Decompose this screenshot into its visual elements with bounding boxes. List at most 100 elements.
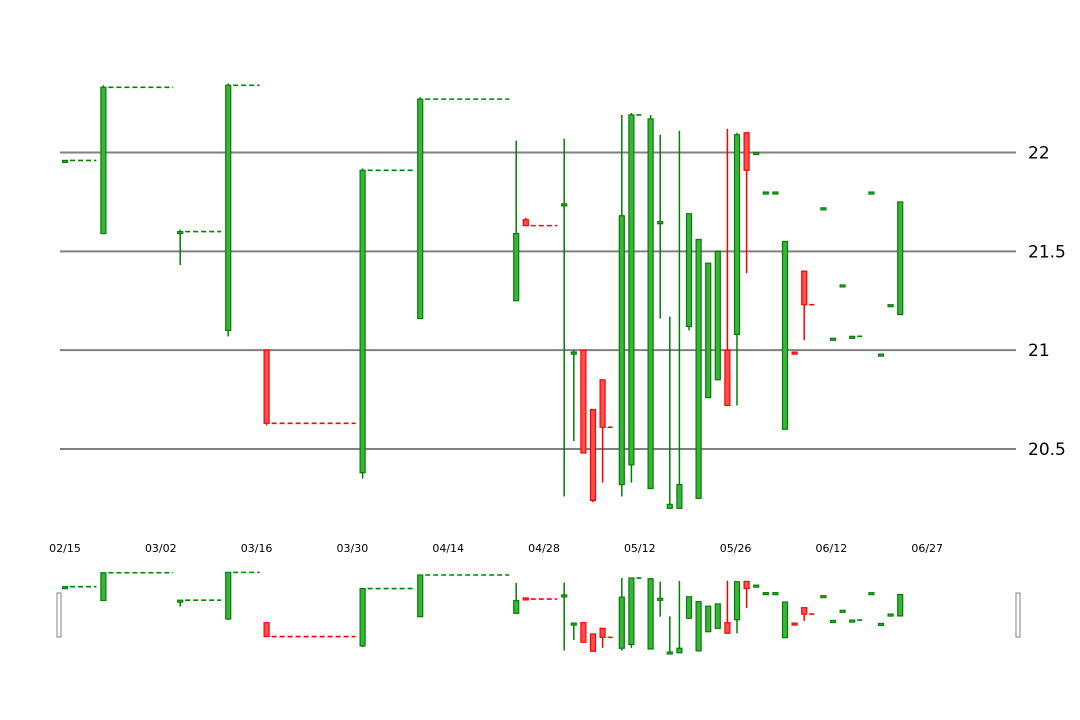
candle-body [791,351,798,355]
navigator-candle [570,622,577,640]
navigator-candle [61,585,97,590]
navigator-candle [618,578,625,651]
navigator-candle [647,578,654,650]
candle [839,284,846,288]
candle [599,379,615,483]
candle-body [628,114,635,466]
x-tick-label: 04/28 [528,542,560,555]
navigator-candle [877,622,885,627]
navigator-candle [791,622,798,626]
navigator-candle [100,571,174,602]
candle-body [801,270,808,306]
y-tick-label: 21.5 [1028,242,1066,262]
navigator-candle [724,580,731,634]
navigator-left-handle[interactable] [56,592,62,638]
candle-body [801,607,808,615]
candle-body [647,578,654,650]
navigator-candle [762,592,769,596]
navigator-candle [676,581,683,654]
candle [801,270,817,341]
candle-body [743,132,750,171]
navigator-candle [589,633,597,652]
navigator-candle [263,622,356,638]
x-tick-label: 03/02 [145,542,177,555]
y-tick-label: 22 [1028,144,1050,164]
candle [570,350,577,442]
candle-body [513,599,520,614]
candle-body [887,304,894,308]
navigator-candle [733,581,741,634]
candle-body [676,483,683,509]
candle-body [676,647,683,654]
navigator-candle [177,599,222,607]
candle-body [839,284,846,288]
candle-body [762,592,769,596]
navigator-candle [781,601,789,639]
candle-body [522,597,529,601]
navigator-candle [714,603,721,629]
candle-body [781,240,789,430]
candle-body [877,622,885,627]
candle-body [263,622,270,638]
navigator-candle [359,587,414,648]
candle-body [772,191,779,195]
navigator-candle [839,609,846,613]
candle [781,240,789,430]
candle-body [753,151,760,156]
candle-body [570,351,577,355]
candle [772,191,779,195]
candle-body [580,622,587,643]
candle [225,83,260,337]
candle [618,114,625,497]
navigator-candle [705,605,712,633]
navigator-candle [522,597,558,601]
candle-body [666,503,673,509]
candle [561,138,568,497]
navigator-right-handle[interactable] [1015,592,1021,638]
grid-lines [60,151,1016,450]
x-tick-label: 02/15 [49,542,81,555]
candle-body [359,169,366,474]
candle-body [417,98,424,320]
candle-body [714,250,721,381]
main-plot [61,83,904,509]
candle-body [589,633,597,652]
candle-body [705,605,712,633]
navigator-candle [417,574,510,618]
navigator-candle [868,592,875,596]
candle-body [829,337,837,341]
candle-body [868,592,875,596]
candle-body [61,159,69,164]
candle [417,97,510,320]
candle-body [618,596,625,649]
x-tick-label: 03/16 [241,542,273,555]
candle-body [513,232,520,302]
candle-body [177,599,184,603]
candle-body [628,577,635,646]
candle-body [685,213,693,328]
x-axis: 02/15 03/02 03/16 03/30 04/14 04/28 05/12 05/26… [49,542,943,555]
candle-body [417,574,424,618]
candle-body [657,597,664,601]
candle-body [561,203,568,207]
navigator-plot [61,571,904,655]
candle [359,168,414,479]
navigator-candle [801,607,817,621]
navigator-handles[interactable] [56,592,1021,638]
navigator-candle [772,592,779,596]
candle [695,238,702,500]
x-tick-label: 06/12 [816,542,848,555]
candle [829,337,837,341]
y-tick-label: 21 [1028,341,1050,361]
candle [647,114,654,490]
x-tick-label: 05/26 [720,542,752,555]
candle [589,408,597,503]
candle-body [100,86,107,235]
candle-body [781,601,789,639]
navigator-candle [657,581,664,617]
candle-body [772,592,779,596]
candle [100,85,174,235]
candle [743,132,750,274]
candle [733,132,741,406]
candle [753,151,760,156]
